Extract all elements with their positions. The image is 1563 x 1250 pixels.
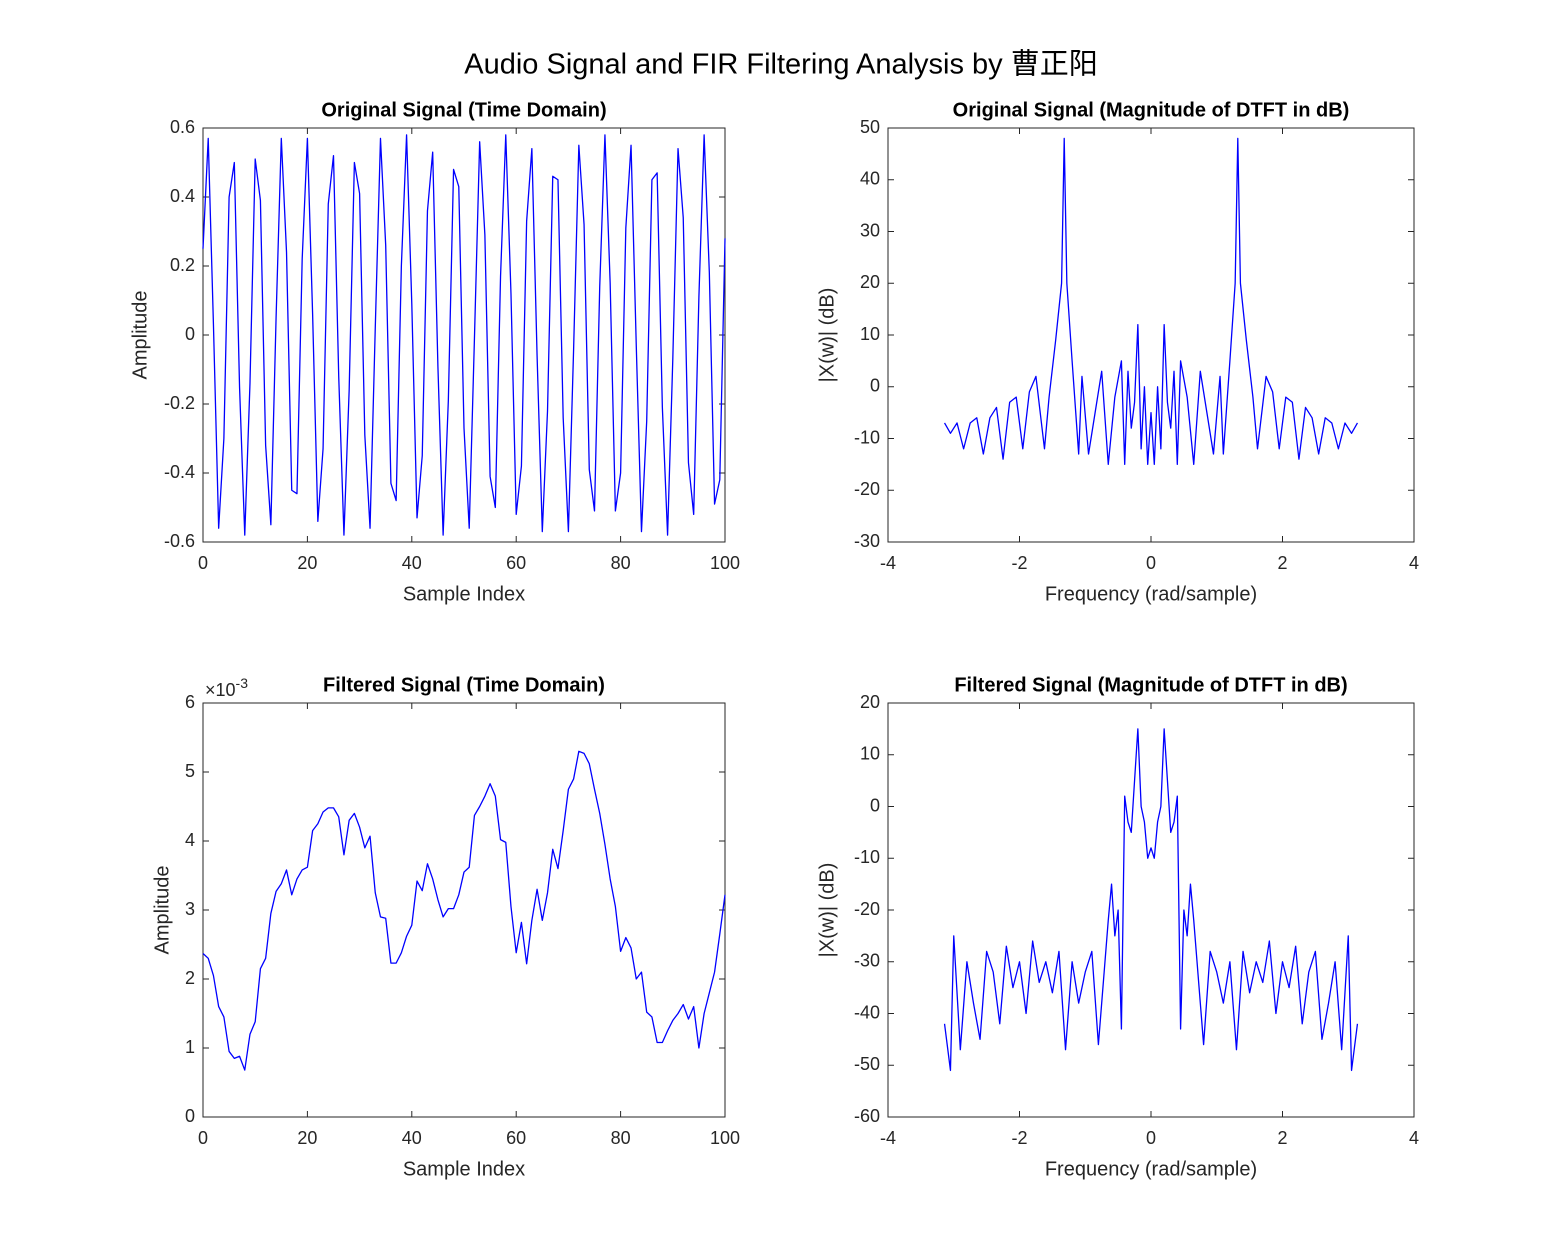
y-tick-label: -40	[854, 1002, 880, 1022]
y-tick-label: 40	[860, 169, 880, 189]
y-tick-label: 0	[185, 1106, 195, 1126]
x-axis-label: Sample Index	[403, 1158, 525, 1180]
y-tick-label: -20	[854, 479, 880, 499]
x-tick-label: 2	[1277, 1128, 1287, 1148]
x-tick-label: -4	[880, 1128, 896, 1148]
x-tick-label: 60	[506, 1128, 526, 1148]
y-multiplier: ×10-3	[205, 675, 248, 700]
y-multiplier-base: ×10	[205, 680, 236, 700]
x-tick-label: 20	[297, 553, 317, 573]
x-tick-label: 0	[1146, 553, 1156, 573]
y-tick-label: 30	[860, 220, 880, 240]
y-tick-label: 0.4	[170, 186, 195, 206]
x-axis-label: Frequency (rad/sample)	[1045, 583, 1257, 605]
data-line	[943, 728, 1359, 1072]
y-tick-label: 10	[860, 324, 880, 344]
x-tick-label: -2	[1011, 1128, 1027, 1148]
data-line	[202, 750, 726, 1071]
x-axis-label: Frequency (rad/sample)	[1045, 1158, 1257, 1180]
y-tick-label: 6	[185, 692, 195, 712]
y-tick-label: -0.2	[164, 393, 195, 413]
y-multiplier-exponent: -3	[236, 675, 249, 691]
x-tick-label: 40	[402, 1128, 422, 1148]
x-tick-label: 100	[710, 553, 740, 573]
x-tick-label: -2	[1011, 553, 1027, 573]
x-tick-label: 0	[1146, 1128, 1156, 1148]
y-tick-label: 50	[860, 117, 880, 137]
x-tick-label: 0	[198, 553, 208, 573]
y-tick-label: 0	[870, 795, 880, 815]
y-tick-label: 2	[185, 968, 195, 988]
x-tick-label: 80	[611, 553, 631, 573]
x-tick-label: 20	[297, 1128, 317, 1148]
y-tick-label: -10	[854, 427, 880, 447]
chart-title: Filtered Signal (Time Domain)	[323, 674, 605, 696]
y-tick-label: 5	[185, 761, 195, 781]
y-axis-label: Amplitude	[129, 291, 151, 380]
y-tick-label: 10	[860, 744, 880, 764]
plot-area	[887, 702, 1415, 1118]
y-tick-label: 0	[870, 376, 880, 396]
y-axis-label: |X(w)| (dB)	[816, 288, 838, 383]
x-tick-label: 4	[1409, 1128, 1419, 1148]
plot-area	[202, 702, 726, 1118]
y-tick-label: 3	[185, 899, 195, 919]
chart-title: Original Signal (Magnitude of DTFT in dB…	[953, 99, 1350, 121]
y-tick-label: 0.2	[170, 255, 195, 275]
plot-area	[887, 127, 1415, 543]
y-tick-label: -20	[854, 899, 880, 919]
chart-title: Original Signal (Time Domain)	[321, 99, 606, 121]
y-tick-label: -30	[854, 951, 880, 971]
y-tick-label: 20	[860, 272, 880, 292]
y-tick-label: -50	[854, 1054, 880, 1074]
chart-title: Filtered Signal (Magnitude of DTFT in dB…	[954, 674, 1347, 696]
y-tick-label: -0.6	[164, 531, 195, 551]
data-line	[202, 134, 726, 536]
figure-title: Audio Signal and FIR Filtering Analysis …	[464, 48, 1097, 81]
y-tick-label: -0.4	[164, 462, 195, 482]
y-axis-label: |X(w)| (dB)	[816, 863, 838, 958]
y-tick-label: 1	[185, 1037, 195, 1057]
y-tick-label: -30	[854, 531, 880, 551]
x-tick-label: 4	[1409, 553, 1419, 573]
y-axis-label: Amplitude	[151, 866, 173, 955]
y-tick-label: 4	[185, 830, 195, 850]
y-tick-label: 0.6	[170, 117, 195, 137]
y-tick-label: 20	[860, 692, 880, 712]
x-tick-label: 80	[611, 1128, 631, 1148]
x-tick-label: 60	[506, 553, 526, 573]
x-tick-label: 2	[1277, 553, 1287, 573]
data-line	[943, 137, 1359, 466]
plot-area	[202, 127, 726, 543]
x-axis-label: Sample Index	[403, 583, 525, 605]
y-tick-label: -10	[854, 847, 880, 867]
x-tick-label: 0	[198, 1128, 208, 1148]
x-tick-label: -4	[880, 553, 896, 573]
y-tick-label: -60	[854, 1106, 880, 1126]
x-tick-label: 40	[402, 553, 422, 573]
x-tick-label: 100	[710, 1128, 740, 1148]
y-tick-label: 0	[185, 324, 195, 344]
